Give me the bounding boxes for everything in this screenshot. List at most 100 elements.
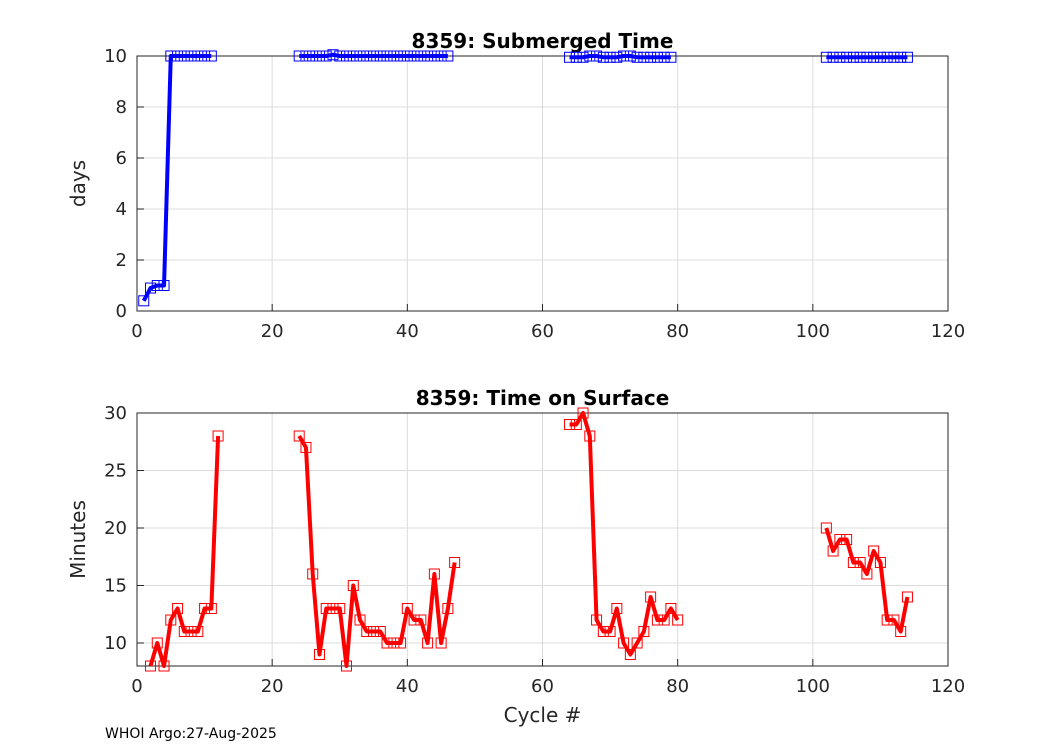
data-point bbox=[827, 51, 839, 63]
data-point bbox=[172, 603, 184, 614]
data-point bbox=[435, 637, 447, 649]
data-point bbox=[638, 51, 650, 63]
data-point bbox=[564, 51, 576, 63]
y-axis-label: Minutes bbox=[66, 500, 90, 579]
data-point bbox=[158, 660, 170, 672]
data-point bbox=[408, 614, 420, 626]
x-tick-label: 80 bbox=[666, 321, 689, 342]
data-point bbox=[293, 50, 305, 62]
data-point bbox=[651, 614, 663, 626]
data-point bbox=[449, 557, 461, 568]
data-point bbox=[665, 51, 677, 63]
data-point bbox=[847, 51, 859, 63]
data-point bbox=[827, 545, 839, 557]
data-point bbox=[841, 51, 853, 63]
chart-title: 8359: Time on Surface bbox=[416, 386, 670, 410]
data-point bbox=[645, 591, 657, 603]
data-point bbox=[415, 614, 427, 626]
data-point bbox=[847, 557, 859, 568]
data-point bbox=[192, 626, 204, 637]
data-point bbox=[428, 50, 440, 62]
data-point bbox=[192, 50, 204, 62]
data-point bbox=[888, 51, 900, 63]
data-point bbox=[868, 545, 880, 557]
y-tick-label: 20 bbox=[104, 518, 127, 539]
x-tick-label: 120 bbox=[931, 676, 965, 697]
data-point bbox=[874, 557, 886, 568]
data-point bbox=[415, 50, 427, 62]
data-point bbox=[381, 637, 393, 649]
data-point bbox=[313, 50, 325, 62]
data-point bbox=[591, 614, 603, 626]
data-point bbox=[178, 626, 190, 637]
data-point bbox=[307, 568, 319, 580]
data-point bbox=[422, 637, 434, 649]
x-tick-label: 60 bbox=[531, 321, 554, 342]
data-point bbox=[658, 51, 670, 63]
data-point bbox=[388, 637, 400, 649]
data-point bbox=[334, 50, 346, 62]
data-point bbox=[604, 51, 616, 63]
data-point bbox=[611, 603, 623, 614]
data-point bbox=[861, 51, 873, 63]
data-point bbox=[422, 50, 434, 62]
data-point bbox=[151, 637, 163, 649]
x-tick-label: 60 bbox=[531, 676, 554, 697]
data-point bbox=[185, 50, 197, 62]
data-point bbox=[293, 430, 305, 442]
data-point bbox=[300, 442, 312, 453]
data-point bbox=[199, 603, 211, 614]
data-point bbox=[178, 50, 190, 62]
data-point bbox=[145, 282, 157, 294]
data-point bbox=[651, 51, 663, 63]
x-tick-label: 80 bbox=[666, 676, 689, 697]
data-point bbox=[307, 50, 319, 62]
data-point bbox=[611, 51, 623, 63]
data-point bbox=[901, 51, 913, 63]
data-point bbox=[591, 50, 603, 62]
data-point bbox=[361, 50, 373, 62]
subplot-2: 0 20 40 60 80 100 120 10 15 20 25 30 8359: Time on S… bbox=[66, 386, 965, 727]
data-point bbox=[584, 50, 596, 62]
data-point bbox=[577, 51, 589, 63]
data-point bbox=[205, 603, 217, 614]
data-point bbox=[138, 295, 150, 307]
data-point bbox=[597, 626, 609, 637]
data-point bbox=[442, 50, 454, 62]
data-point bbox=[158, 280, 170, 291]
data-point bbox=[874, 51, 886, 63]
x-tick-label: 20 bbox=[261, 676, 284, 697]
axes-box bbox=[136, 55, 949, 312]
data-point bbox=[834, 51, 846, 63]
data-point bbox=[428, 568, 440, 580]
x-tick-label: 40 bbox=[396, 676, 419, 697]
data-point bbox=[881, 51, 893, 63]
data-point bbox=[861, 568, 873, 580]
data-point bbox=[151, 280, 163, 291]
data-point bbox=[645, 51, 657, 63]
data-point bbox=[570, 51, 582, 63]
y-tick-label: 2 bbox=[116, 250, 127, 271]
data-point bbox=[212, 430, 224, 442]
series-line-segment-3 bbox=[569, 54, 671, 60]
data-point bbox=[435, 50, 447, 62]
data-point bbox=[374, 626, 386, 637]
data-point bbox=[618, 50, 630, 62]
data-point bbox=[334, 603, 346, 614]
data-point bbox=[327, 603, 339, 614]
data-point bbox=[658, 614, 670, 626]
series-line-segment-4 bbox=[824, 527, 910, 634]
x-tick-label: 120 bbox=[931, 321, 965, 342]
data-point bbox=[631, 51, 643, 63]
data-point bbox=[834, 534, 846, 545]
data-point bbox=[665, 603, 677, 614]
data-point bbox=[313, 649, 325, 660]
y-tick-label: 6 bbox=[116, 148, 127, 169]
data-point bbox=[368, 50, 380, 62]
data-point bbox=[395, 50, 407, 62]
chart-title: 8359: Submerged Time bbox=[412, 29, 674, 53]
data-point bbox=[320, 603, 332, 614]
y-tick-label: 10 bbox=[104, 633, 127, 654]
data-point bbox=[165, 50, 177, 62]
